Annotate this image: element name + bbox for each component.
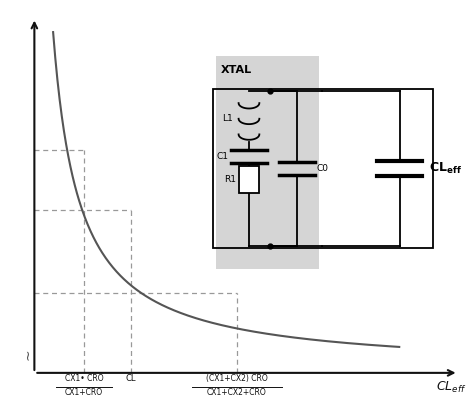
Text: XTAL: XTAL [220,65,252,75]
Text: $\mathbf{CL_{eff}}$: $\mathbf{CL_{eff}}$ [429,161,462,176]
Text: CX1+CX2+CRO: CX1+CX2+CRO [207,388,267,397]
Bar [238,166,259,193]
Bar [216,56,319,269]
Bar [213,89,433,248]
Text: CX1+CRO: CX1+CRO [65,388,103,397]
Text: C1: C1 [217,152,229,161]
Text: L1: L1 [222,114,232,123]
Text: R1: R1 [224,175,236,184]
Text: (CX1+CX2) CRO: (CX1+CX2) CRO [206,374,268,383]
Text: C0: C0 [317,164,329,173]
Text: CX1• CRO: CX1• CRO [64,374,103,383]
Text: CL$_{eff}$: CL$_{eff}$ [436,380,466,395]
Text: CL: CL [126,374,136,383]
Text: ∼: ∼ [20,349,34,360]
